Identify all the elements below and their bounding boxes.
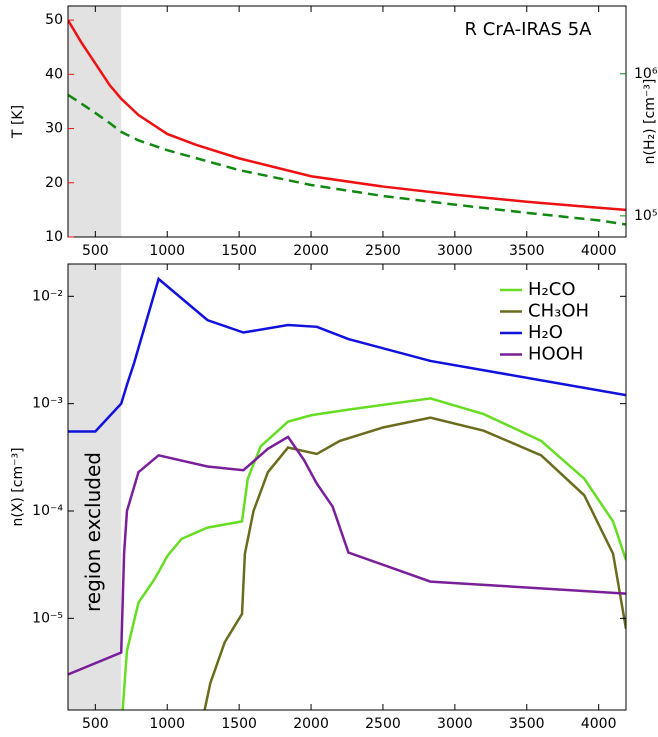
excluded-region (68, 6, 122, 237)
x-tick-label: 2000 (293, 243, 329, 259)
legend-label: CH₃OH (528, 301, 589, 322)
plot-area (68, 6, 626, 237)
x-tick-label: 1000 (149, 716, 185, 732)
legend-label: H₂O (528, 322, 563, 343)
plot-area (68, 264, 626, 710)
y-tick-label: 50 (45, 12, 63, 28)
x-tick-label: 3000 (437, 716, 473, 732)
x-tick-label: 4000 (581, 243, 617, 259)
y-tick-label: 10⁻³ (32, 396, 63, 412)
series-line (68, 435, 626, 676)
y-tick-label: 10⁻² (32, 288, 63, 304)
frame (67, 263, 627, 711)
y-axis-label: n(X) [cm⁻³] (10, 447, 26, 526)
x-tick-label: 2000 (293, 716, 329, 732)
x-tick-label: 500 (82, 716, 109, 732)
legend-label: H₂CO (528, 279, 576, 300)
x-tick-label: 1500 (221, 716, 257, 732)
frame (67, 5, 627, 238)
y-tick-label: 40 (45, 66, 63, 82)
y2-tick-label: 10⁵ (634, 208, 657, 224)
y-tick-label: 10 (45, 229, 63, 245)
y-tick-label: 20 (45, 175, 63, 191)
excluded-region (68, 264, 122, 710)
y2-tick-label: 10⁶ (634, 66, 658, 82)
x-tick-label: 1000 (149, 243, 185, 259)
series-line (121, 397, 626, 710)
y-axis-label: T [K] (10, 105, 26, 139)
x-tick-label: 500 (82, 243, 109, 259)
x-tick-label: 3500 (509, 716, 545, 732)
y2-axis-label: n(H₂) [cm⁻³] (642, 79, 658, 165)
annotation: region excluded (81, 452, 105, 612)
x-tick-label: 2500 (365, 716, 401, 732)
y-tick-label: 10⁻⁵ (32, 610, 63, 626)
series-line (68, 93, 626, 226)
y-tick-label: 10⁻⁴ (32, 503, 63, 519)
series-line (68, 19, 626, 212)
y-tick-label: 30 (45, 121, 63, 137)
x-tick-label: 3500 (509, 243, 545, 259)
x-tick-label: 1500 (221, 243, 257, 259)
series-line (68, 276, 626, 433)
x-tick-label: 4000 (581, 716, 617, 732)
x-tick-label: 2500 (365, 243, 401, 259)
x-tick-label: 3000 (437, 243, 473, 259)
chart-title: R CrA-IRAS 5A (465, 19, 593, 40)
legend-label: HOOH (528, 344, 583, 365)
series-line (203, 416, 626, 710)
